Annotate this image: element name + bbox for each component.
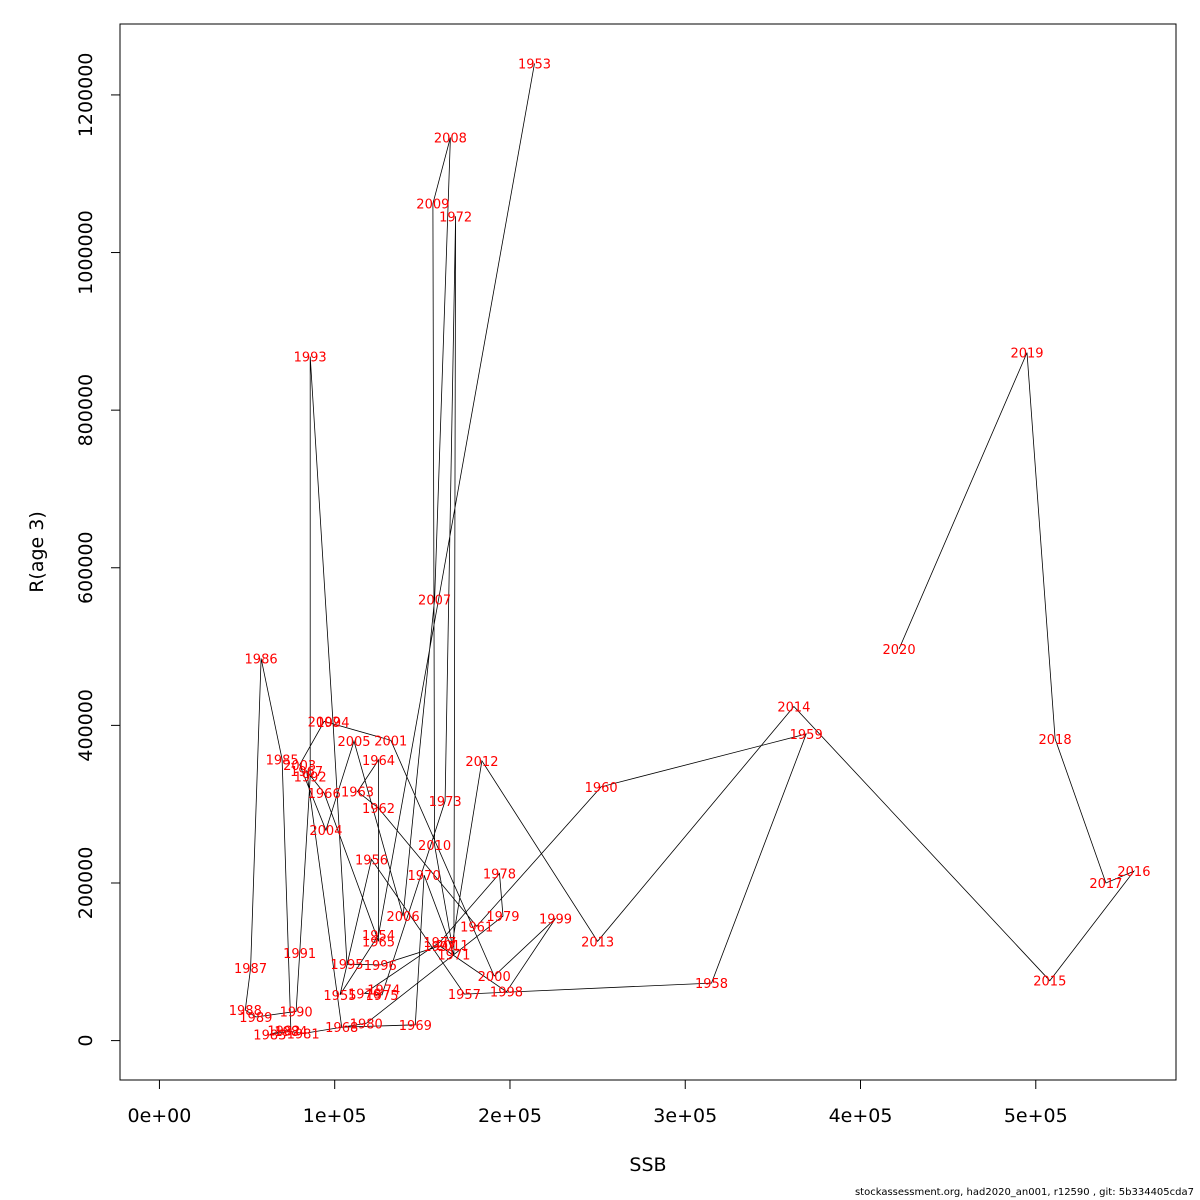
year-label: 1957 xyxy=(448,988,481,1003)
plot-frame xyxy=(119,23,1177,1081)
year-label: 1977 xyxy=(423,936,456,951)
year-label: 1956 xyxy=(355,853,388,868)
year-label: 1994 xyxy=(316,716,349,731)
year-label: 2001 xyxy=(374,734,407,749)
year-label: 1954 xyxy=(362,929,395,944)
year-label: 1966 xyxy=(308,787,341,802)
x-tick-label: 5e+05 xyxy=(1004,1105,1068,1127)
year-label: 2006 xyxy=(387,910,420,925)
point-labels: 1953 1954 1955 1956 1957 1958 1959 1960 1961 1962… xyxy=(229,57,1151,1043)
year-label: 2018 xyxy=(1039,733,1072,748)
y-tick-label: 400000 xyxy=(75,689,97,762)
year-label: 1983 xyxy=(253,1028,286,1043)
year-label: 1974 xyxy=(367,983,400,998)
series-line xyxy=(244,63,1136,1035)
y-tick-label: 1000000 xyxy=(75,210,97,295)
year-label: 1955 xyxy=(323,989,356,1004)
year-label: 1964 xyxy=(362,754,395,769)
y-axis-label: R(age 3) xyxy=(26,511,48,593)
year-label: 1965 xyxy=(362,935,395,950)
year-label: 1978 xyxy=(483,868,516,883)
footer-note: stockassessment.org, had2020_an001, r125… xyxy=(854,1187,1194,1198)
x-tick-label: 0e+00 xyxy=(127,1105,191,1127)
year-label: 1980 xyxy=(350,1017,383,1032)
x-axis: 0e+00 1e+05 2e+05 3e+05 4e+05 5e+05 xyxy=(127,1079,1068,1127)
year-label: 2005 xyxy=(337,735,370,750)
year-label: 1993 xyxy=(294,351,327,366)
year-label: 2017 xyxy=(1089,877,1122,892)
x-tick-label: 1e+05 xyxy=(303,1105,367,1127)
year-label: 2020 xyxy=(883,643,916,658)
year-label: 2003 xyxy=(283,759,316,774)
year-label: 1985 xyxy=(266,753,299,768)
y-axis: 0 200000 400000 600000 800000 1000000 1200000 xyxy=(75,53,121,1047)
year-label: 2019 xyxy=(1010,347,1043,362)
year-label: 1960 xyxy=(585,781,618,796)
series-polyline xyxy=(244,63,1136,1035)
x-axis-label: SSB xyxy=(629,1154,666,1176)
year-label: 1968 xyxy=(325,1021,358,1036)
year-label: 1970 xyxy=(408,869,441,884)
year-label: 1969 xyxy=(399,1019,432,1034)
year-label: 1982 xyxy=(267,1024,300,1039)
year-label: 1999 xyxy=(539,912,572,927)
year-label: 1990 xyxy=(280,1005,313,1020)
year-label: 1962 xyxy=(362,802,395,817)
year-label: 1981 xyxy=(287,1028,320,1043)
year-label: 2012 xyxy=(465,755,498,770)
year-label: 1953 xyxy=(518,57,551,72)
year-label: 1976 xyxy=(348,987,381,1002)
year-label: 2000 xyxy=(478,970,511,985)
year-label: 2011 xyxy=(436,939,469,954)
year-label: 2016 xyxy=(1117,865,1150,880)
year-label: 1961 xyxy=(460,920,493,935)
year-label: 2014 xyxy=(777,700,810,715)
year-label: 2004 xyxy=(309,824,342,839)
year-label: 1988 xyxy=(229,1004,262,1019)
year-label: 1967 xyxy=(290,765,323,780)
year-label: 2015 xyxy=(1033,975,1066,990)
year-label: 1984 xyxy=(274,1025,307,1040)
year-label: 1992 xyxy=(294,771,327,786)
y-tick-label: 200000 xyxy=(75,847,97,920)
year-label: 2009 xyxy=(416,198,449,213)
year-label: 1987 xyxy=(234,962,267,977)
year-label: 1998 xyxy=(490,986,523,1001)
year-label: 1959 xyxy=(790,728,823,743)
year-label: 2002 xyxy=(308,715,341,730)
y-tick-label: 600000 xyxy=(75,531,97,604)
year-label: 1995 xyxy=(330,958,363,973)
x-tick-label: 4e+05 xyxy=(829,1105,893,1127)
year-label: 1971 xyxy=(437,949,470,964)
year-label: 2010 xyxy=(418,839,451,854)
x-tick-label: 3e+05 xyxy=(653,1105,717,1127)
year-label: 1991 xyxy=(283,947,316,962)
year-label: 1973 xyxy=(429,795,462,810)
year-label: 1997 xyxy=(423,940,456,955)
y-tick-label: 800000 xyxy=(75,374,97,447)
year-label: 1958 xyxy=(695,977,728,992)
y-tick-label: 0 xyxy=(75,1035,97,1047)
year-label: 2008 xyxy=(434,131,467,146)
year-label: 1996 xyxy=(364,959,397,974)
year-label: 1986 xyxy=(245,652,278,667)
year-label: 2007 xyxy=(418,593,451,608)
year-label: 2013 xyxy=(581,935,614,950)
year-label: 1975 xyxy=(365,989,398,1004)
year-label: 1972 xyxy=(439,210,472,225)
year-label: 1963 xyxy=(341,786,374,801)
year-label: 1979 xyxy=(486,910,519,925)
year-label: 1989 xyxy=(239,1011,272,1026)
x-tick-label: 2e+05 xyxy=(478,1105,542,1127)
y-tick-label: 1200000 xyxy=(75,53,97,138)
